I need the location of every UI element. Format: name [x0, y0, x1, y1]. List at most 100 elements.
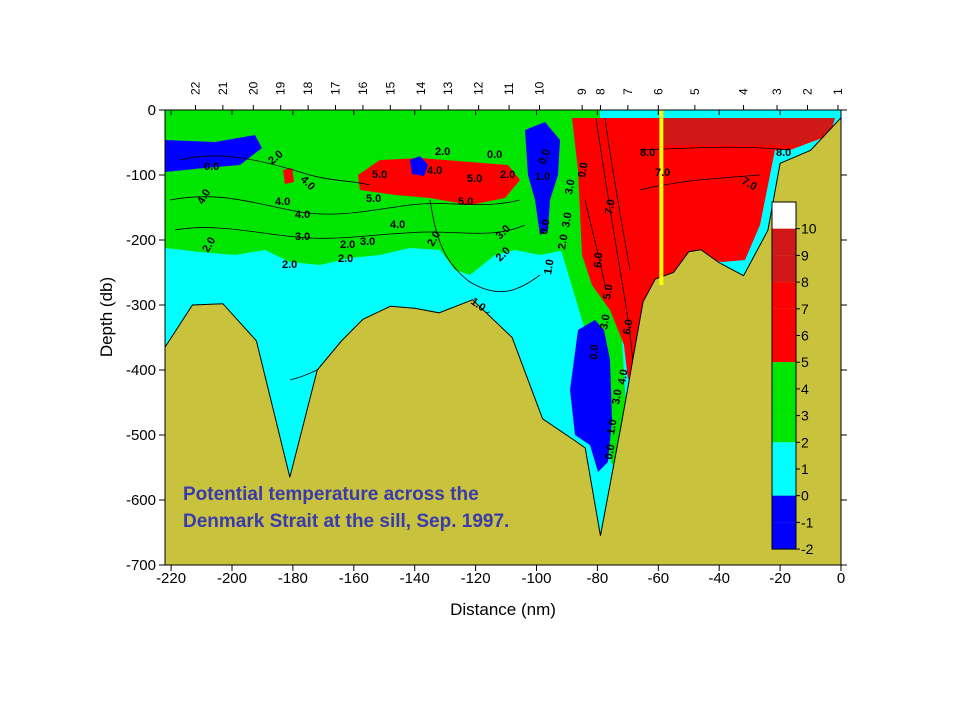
colorbar-band	[772, 228, 796, 256]
contour-label: 3.0	[610, 388, 624, 405]
contour-label: 0.0	[537, 148, 554, 166]
warm-water-region	[572, 118, 835, 380]
contour-label: 6.0	[621, 318, 635, 335]
contour-line	[584, 199, 607, 291]
colorbar-label: 5	[801, 354, 809, 370]
colorbar-label: 1	[801, 461, 809, 477]
y-axis: 0 -100 -200 -300 -400 -500 -600 -700	[126, 102, 847, 574]
y-tick-label: 0	[148, 102, 156, 119]
station-label: 15	[383, 81, 397, 95]
contour-label: 2.0	[500, 169, 515, 181]
x-tick-label: -60	[647, 570, 669, 587]
colorbar-band	[772, 442, 796, 469]
x-tick-label: -100	[521, 570, 551, 587]
colorbar-band	[772, 388, 796, 416]
station-label: 19	[274, 81, 288, 95]
y-tick-label: -200	[126, 232, 156, 249]
colorbar-frame	[771, 201, 797, 550]
y-tick-label: -600	[126, 492, 156, 509]
station-label: 2	[801, 88, 815, 95]
y-tick-label: -500	[126, 427, 156, 444]
x-tick-label: -40	[708, 570, 730, 587]
contour-label: 1.0	[542, 258, 556, 275]
contour-label: 0.0	[576, 161, 590, 178]
station-label: 9	[575, 88, 589, 95]
colorbar-band	[772, 202, 796, 229]
contour-label: 7.0	[655, 167, 670, 179]
colorbar-label: -2	[801, 541, 814, 557]
x-tick-label: -20	[769, 570, 791, 587]
cold-core-east	[525, 122, 560, 235]
contour-label: 4.0	[390, 219, 405, 231]
colorbar-label: 0	[801, 488, 809, 504]
contour-label: 1.0	[605, 418, 619, 435]
contour-label: 0.0	[538, 218, 552, 235]
x-tick-label: -120	[461, 570, 491, 587]
colorbar-band	[772, 255, 796, 283]
contour-label: 5.0	[601, 283, 615, 300]
station-label: 13	[441, 81, 455, 95]
x-tick-label: -220	[156, 570, 186, 587]
plot-frame	[164, 109, 842, 566]
contour-line	[169, 196, 521, 215]
colorbar-label: 3	[801, 408, 809, 424]
contour-label: 5.0	[458, 196, 473, 208]
seafloor-topography	[164, 116, 842, 566]
x-tick-label: -140	[400, 570, 430, 587]
contour-label: 3.0	[295, 231, 310, 243]
station-label: 14	[414, 81, 428, 95]
colorbar-label: 8	[801, 274, 809, 290]
contour-label: 2.0	[435, 146, 450, 158]
colorbar-band	[772, 469, 796, 496]
station-label: 20	[246, 81, 260, 95]
station-label: 3	[770, 88, 784, 95]
contour-label: 8.0	[776, 147, 791, 159]
contour-line	[604, 117, 631, 271]
contour-label: 0.0	[487, 149, 502, 161]
contour-label: 1.0	[535, 171, 550, 183]
colorbar-band	[772, 522, 796, 550]
contour-line	[639, 174, 761, 191]
y-axis-label: Depth (db)	[97, 277, 116, 357]
x-tick-label: -180	[278, 570, 308, 587]
contour-label: 4.0	[275, 196, 290, 208]
contour-label: 4.0	[295, 209, 310, 221]
contour-label: 3.0	[563, 178, 577, 195]
contour-line	[429, 199, 541, 293]
contour-label: 3.0	[560, 211, 574, 228]
contour-label: 2.0	[340, 239, 355, 251]
contour-line	[639, 146, 791, 151]
colorbar-label: 10	[801, 221, 817, 237]
contour-label: 6.0	[592, 252, 605, 268]
x-tick-label: -160	[339, 570, 369, 587]
x-axis: -220 -200 -180 -160 -140 -120 -100 -80 -60 -40 -20…	[156, 110, 845, 587]
contour-label: 2.0	[338, 253, 353, 265]
warmest-water-region	[662, 118, 835, 145]
station-label: 21	[216, 81, 230, 95]
station-label: 8	[593, 88, 607, 95]
warm-spot	[283, 168, 294, 184]
x-axis-label: Distance (nm)	[450, 600, 556, 619]
contour-label: 0.0	[603, 443, 617, 460]
contour-label: 2.0	[282, 259, 297, 271]
x-tick-label: -200	[217, 570, 247, 587]
station-label: 16	[356, 81, 370, 95]
station-label: 10	[533, 81, 547, 95]
station-label: 11	[502, 82, 516, 95]
colorbar-band	[772, 415, 796, 443]
station-labels: 22 21 20 19 18 17 16 15 14 13 12 11 10 9 8 7 6 5 4 3 2 1	[188, 81, 845, 110]
contour-line	[174, 224, 526, 239]
contour-label: 4.0	[616, 368, 630, 385]
colorbar-band	[772, 308, 796, 336]
chart-title: Potential temperature across the Denmark …	[183, 484, 509, 532]
warm-lens	[358, 158, 520, 205]
colorbar-band	[772, 335, 796, 363]
contour-label: 5.0	[467, 173, 482, 185]
station-label: 4	[737, 88, 751, 95]
contour-label: 7.0	[603, 198, 617, 215]
colorbar-band	[772, 362, 796, 389]
colorbar-label: 9	[801, 247, 809, 263]
cold-patch-center	[410, 156, 428, 176]
